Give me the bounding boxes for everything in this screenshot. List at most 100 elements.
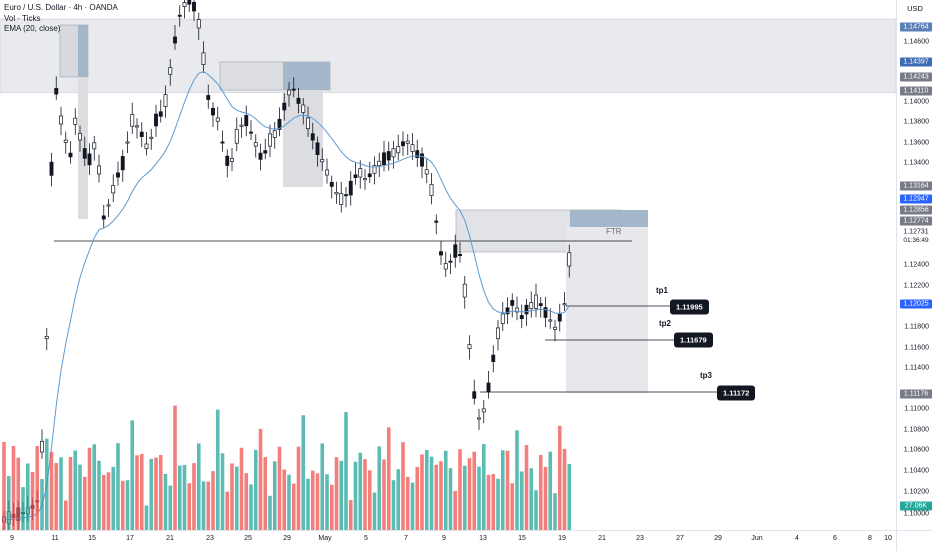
price-tick-label: 1.11800 [904, 323, 929, 331]
volume-indicator-label[interactable]: Vol · Ticks [4, 13, 41, 23]
tp3-price-box[interactable]: 1.11172 [717, 385, 756, 401]
volume-bar [481, 444, 486, 530]
zone-box-blue [283, 62, 330, 90]
price-tick-label: 1.10200 [903, 488, 929, 496]
candle-body [567, 252, 572, 267]
volume-bar [529, 468, 534, 530]
price-badge: 1.14397 [900, 57, 932, 67]
current-price-badge: 1.12731 [903, 228, 929, 236]
candle-body [263, 150, 268, 154]
candle-body [144, 143, 149, 149]
volume-bar [491, 474, 496, 530]
chart-area[interactable]: Euro / U.S. Dollar · 4h · OANDA Vol · Ti… [0, 0, 897, 534]
time-tick-label: Jun [751, 535, 763, 542]
time-axis[interactable]: 9 11 15 17 21 23 25 29 May 5 7 9 13 15 19 21 23 27 29 Jun 4 6… [0, 530, 896, 551]
volume-bar [434, 464, 439, 530]
volume-bar [377, 446, 382, 530]
candle-body [429, 184, 434, 196]
candle-body [424, 169, 429, 175]
volume-bar [486, 474, 491, 530]
volume-bar [391, 480, 396, 530]
volume-bar [458, 449, 462, 530]
volume-bar [78, 464, 82, 530]
candle-body [59, 115, 63, 125]
candle-body [557, 313, 562, 322]
price-tick-label: 1.10800 [903, 426, 929, 434]
volume-bar [182, 464, 187, 530]
price-chart[interactable] [0, 0, 897, 534]
time-tick-label: 13 [479, 535, 487, 542]
candle-body [116, 172, 120, 178]
price-tick-label: 1.11000 [904, 405, 929, 413]
volume-bar [500, 450, 505, 530]
volume-bar [420, 454, 424, 530]
volume-bar [16, 457, 21, 530]
volume-bar [329, 484, 334, 530]
volume-bar [272, 461, 277, 530]
volume-bar [239, 447, 244, 530]
candle-body [106, 204, 111, 207]
zone-box-blue [78, 25, 88, 77]
volume-bar [59, 457, 63, 530]
volume-bar [472, 451, 477, 530]
candle-body [515, 307, 519, 313]
volume-bar [415, 466, 420, 530]
candle-body [420, 153, 424, 167]
candle-body [386, 151, 391, 161]
candle-body [543, 307, 548, 318]
volume-bar [244, 473, 249, 530]
volume-bar [301, 415, 306, 530]
volume-bar [92, 444, 97, 530]
volume-bar [467, 458, 472, 530]
candle-body [211, 107, 215, 116]
candle-body [329, 181, 334, 187]
price-tick-label: 1.14000 [903, 98, 929, 106]
volume-bar [410, 482, 415, 530]
volume-bar [396, 469, 401, 530]
candle-body [477, 417, 481, 420]
volume-bar [120, 480, 125, 530]
candle-body [315, 142, 320, 156]
time-tick-label: 15 [88, 535, 96, 542]
volume-bar [567, 464, 572, 530]
price-tick-label: 1.13400 [903, 159, 929, 167]
volume-bar [353, 461, 358, 530]
volume-bar [101, 475, 106, 530]
candle-body [500, 313, 505, 324]
volume-bar [168, 485, 173, 530]
price-tick-label: 1.12200 [903, 282, 929, 290]
volume-bar [515, 430, 519, 530]
volume-bar [557, 425, 562, 530]
tp1-price-box[interactable]: 1.11995 [670, 299, 709, 315]
price-axis[interactable]: USD 1.14600 1.14000 1.13800 1.13600 1.13400 1… [896, 0, 932, 530]
volume-bar [424, 449, 429, 530]
volume-bar [144, 505, 149, 530]
candle-body [367, 173, 372, 178]
candle-body [348, 180, 353, 196]
volume-bar [35, 446, 40, 530]
volume-bar [220, 453, 225, 530]
tp2-price-box[interactable]: 1.11679 [674, 332, 713, 348]
candle-body [505, 307, 510, 315]
volume-bar [453, 490, 458, 530]
volume-bar [177, 465, 182, 530]
price-badge: 1.13164 [900, 181, 932, 191]
candle-body [97, 165, 101, 175]
price-tick-label: 1.10600 [903, 446, 929, 454]
candle-body [443, 263, 448, 270]
candle-body [187, 0, 192, 5]
ema-indicator-label[interactable]: EMA (20, close) [4, 24, 61, 33]
volume-bar [538, 455, 543, 530]
price-tick-label: 1.12400 [903, 261, 929, 269]
candle-body [258, 152, 263, 160]
volume-bar [54, 463, 59, 530]
volume-bar [296, 446, 301, 530]
volume-bar [68, 456, 73, 530]
volume-bar [215, 409, 220, 530]
zone-box-grey [78, 77, 88, 219]
symbol-title[interactable]: Euro / U.S. Dollar · 4h · OANDA [4, 3, 118, 12]
volume-bar [363, 459, 367, 530]
candle-body [301, 104, 306, 113]
volume-bar [73, 450, 78, 530]
volume-bar [130, 420, 135, 530]
